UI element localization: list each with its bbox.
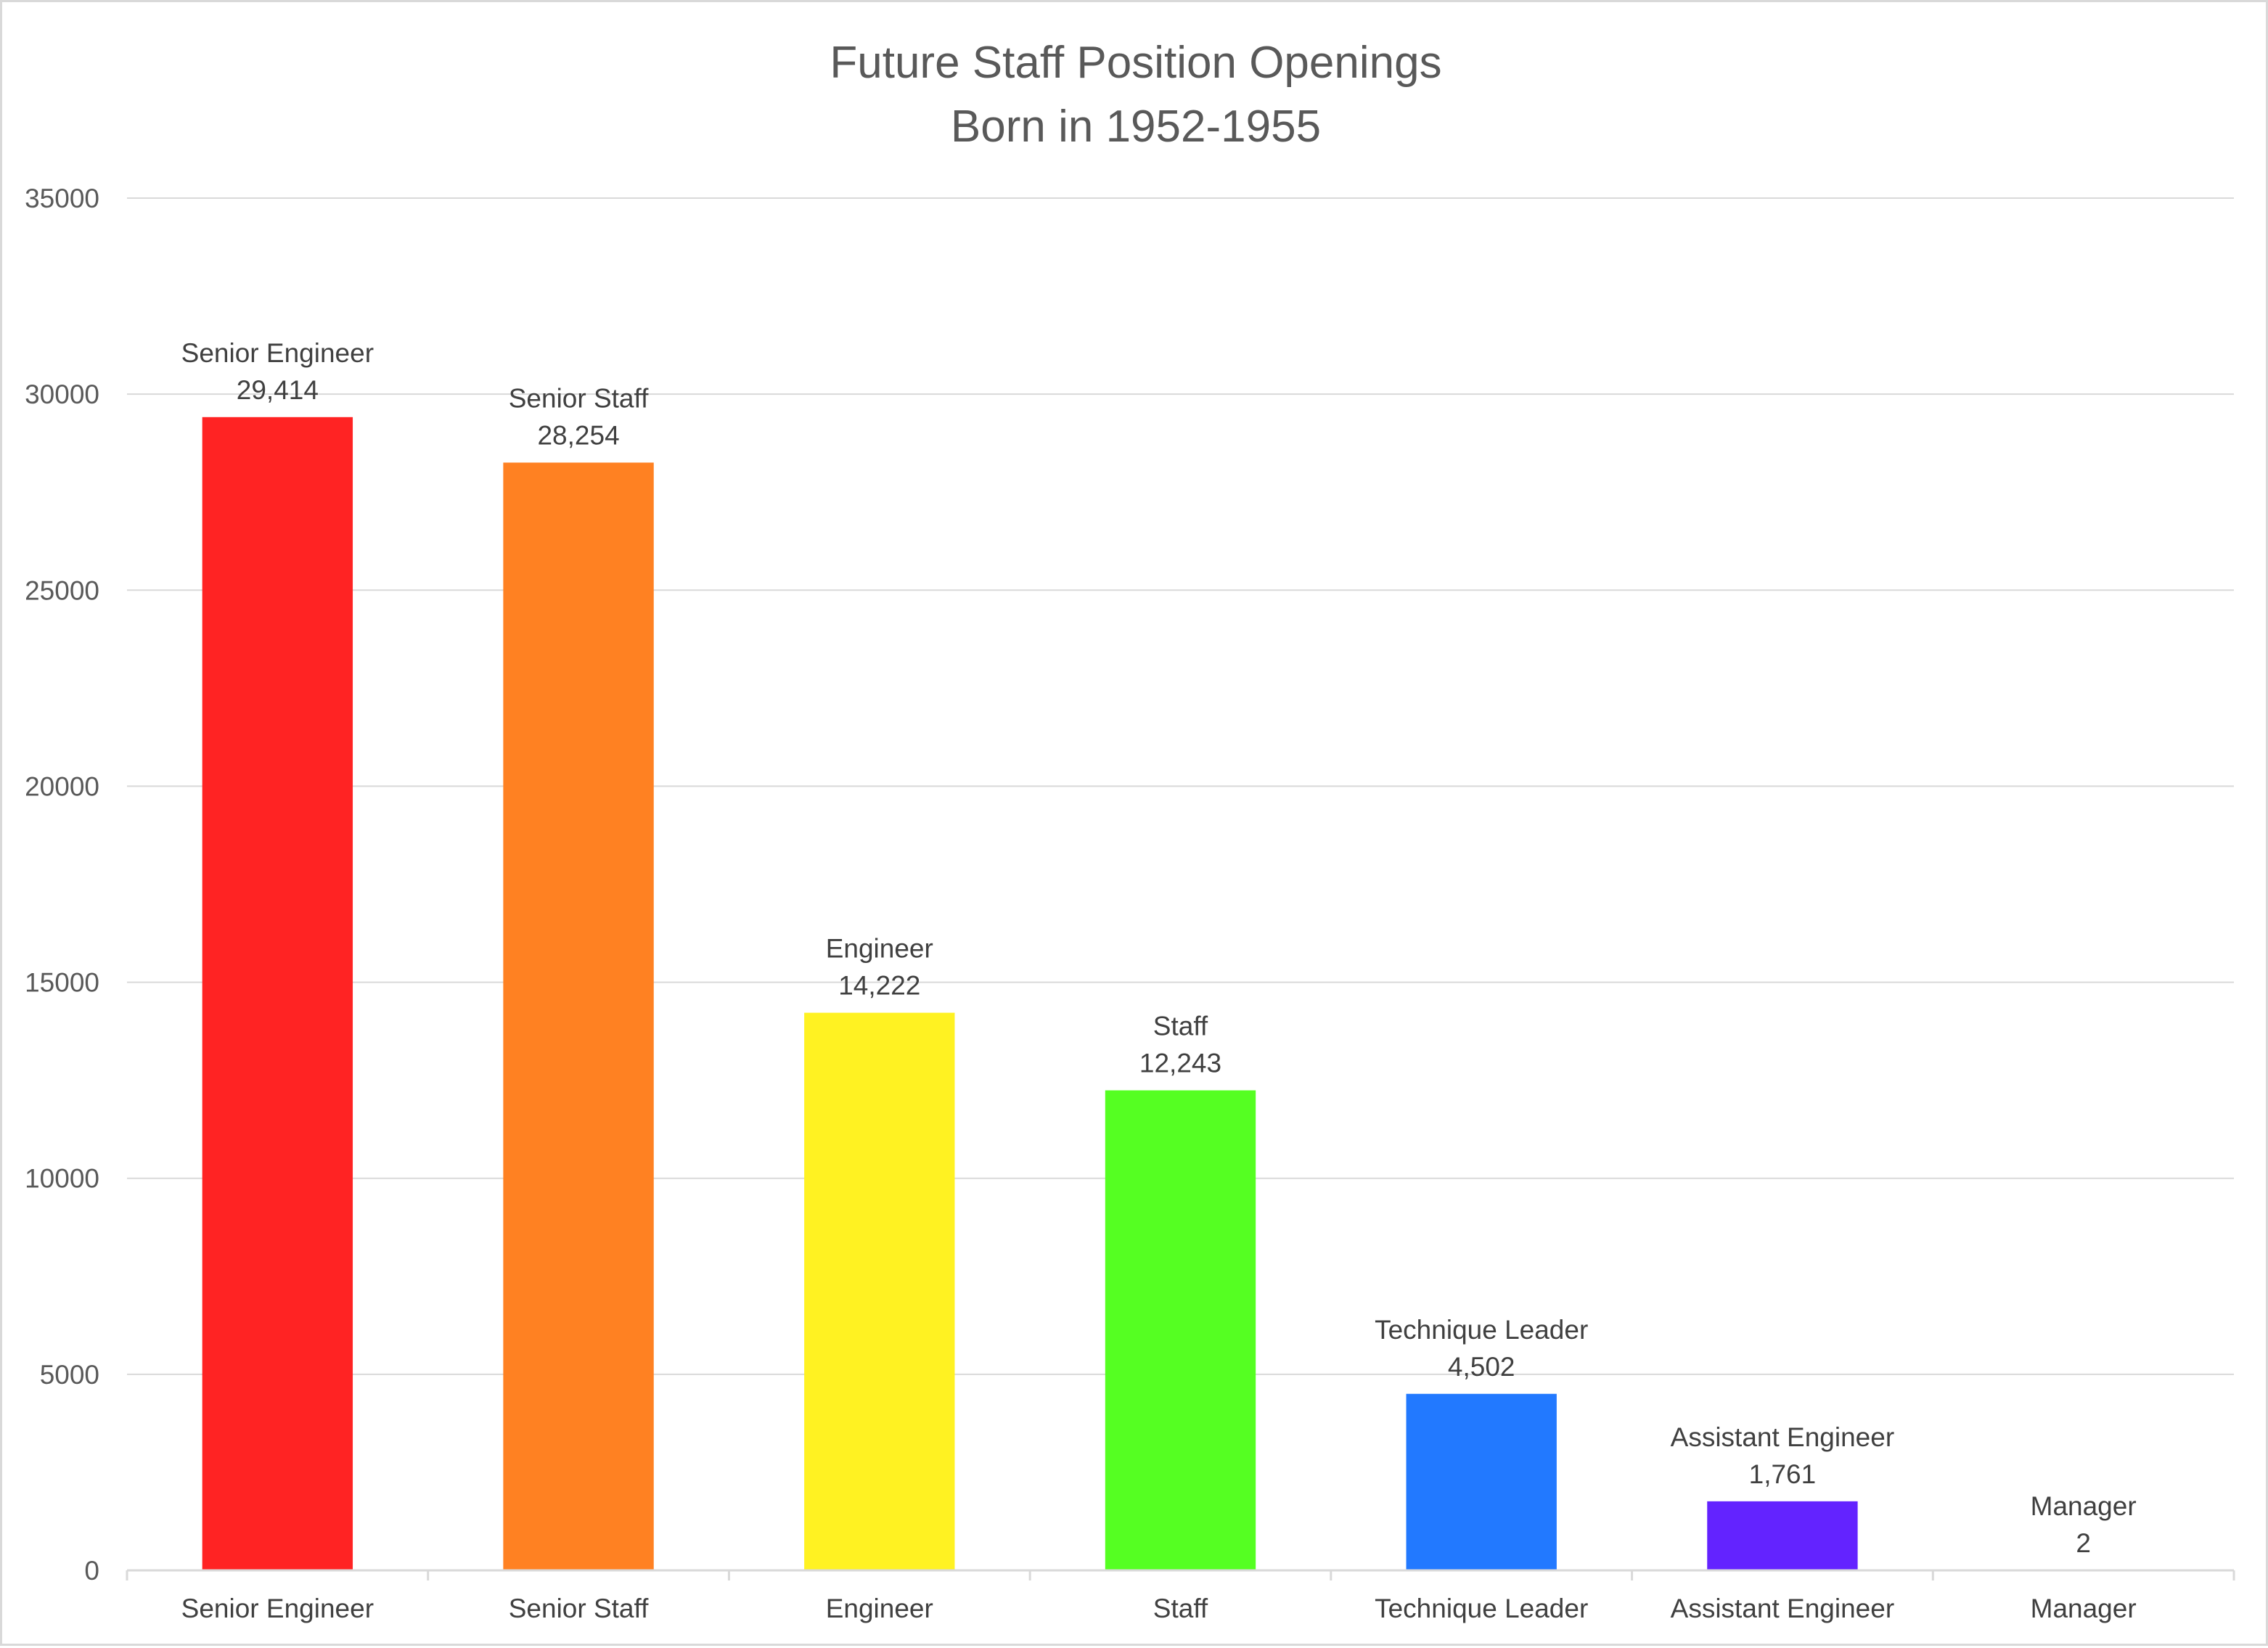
y-tick-label: 0 bbox=[84, 1556, 99, 1586]
bar bbox=[503, 462, 653, 1570]
y-tick-label: 25000 bbox=[25, 575, 99, 605]
bar bbox=[1707, 1501, 1857, 1570]
data-label-value: 29,414 bbox=[237, 375, 319, 405]
x-tick-label: Engineer bbox=[826, 1594, 933, 1623]
data-label-category: Senior Engineer bbox=[181, 338, 374, 368]
bar bbox=[202, 417, 353, 1570]
data-label-value: 1,761 bbox=[1749, 1459, 1817, 1489]
data-label-category: Staff bbox=[1153, 1012, 1208, 1041]
x-tick-label: Senior Engineer bbox=[181, 1594, 374, 1623]
x-tick-label: Senior Staff bbox=[509, 1594, 649, 1623]
data-label-value: 2 bbox=[2076, 1528, 2091, 1558]
data-label-category: Technique Leader bbox=[1375, 1315, 1588, 1345]
y-tick-label: 10000 bbox=[25, 1164, 99, 1194]
x-tick-label: Technique Leader bbox=[1375, 1594, 1588, 1623]
x-axis: Senior Engineer Senior Staff Engineer Staff… bbox=[127, 1570, 2234, 1623]
data-label-value: 12,243 bbox=[1139, 1049, 1221, 1078]
y-tick-label: 35000 bbox=[25, 184, 99, 213]
bar bbox=[804, 1013, 954, 1570]
y-tick-label: 20000 bbox=[25, 771, 99, 801]
data-label-category: Engineer bbox=[826, 934, 933, 964]
chart-subtitle: Born in 1952-1955 bbox=[951, 102, 1321, 152]
data-label-category: Manager bbox=[2031, 1491, 2137, 1521]
bar bbox=[1407, 1394, 1557, 1570]
bar bbox=[1105, 1091, 1256, 1570]
x-tick-label: Staff bbox=[1153, 1594, 1208, 1623]
x-tick-label: Assistant Engineer bbox=[1671, 1594, 1895, 1623]
x-tick-label: Manager bbox=[2031, 1594, 2137, 1623]
y-tick-label: 30000 bbox=[25, 380, 99, 409]
data-label-value: 14,222 bbox=[838, 971, 920, 1001]
y-tick-label: 5000 bbox=[40, 1360, 99, 1390]
y-axis-ticks: 0 5000 10000 15000 20000 25000 30000 35000 bbox=[25, 184, 99, 1586]
chart-title: Future Staff Position Openings bbox=[830, 38, 1441, 88]
data-label-value: 4,502 bbox=[1448, 1352, 1515, 1382]
data-label-category: Senior Staff bbox=[509, 383, 649, 413]
data-label-category: Assistant Engineer bbox=[1671, 1422, 1895, 1452]
data-label-value: 28,254 bbox=[537, 420, 619, 450]
y-tick-label: 15000 bbox=[25, 968, 99, 998]
